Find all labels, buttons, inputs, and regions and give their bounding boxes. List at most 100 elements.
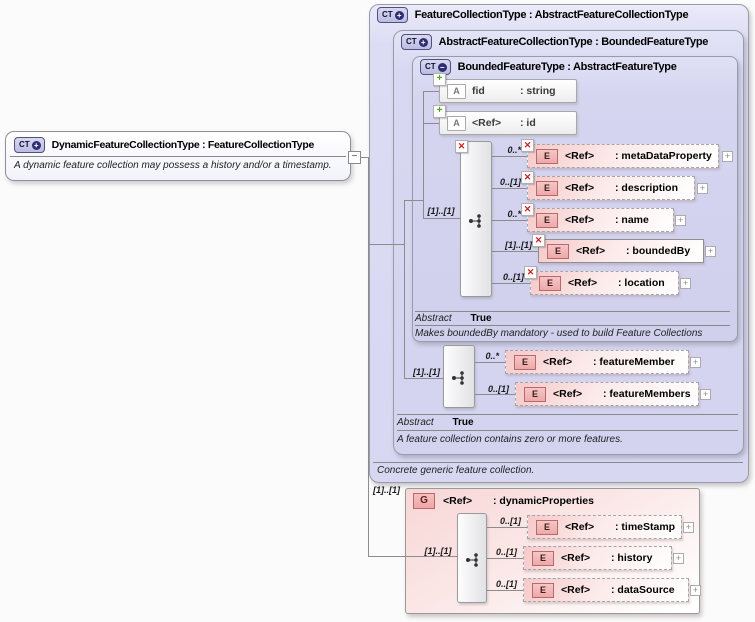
connector-line: [492, 220, 527, 221]
ct-badge-label: CT: [406, 37, 417, 46]
group-header[interactable]: G <Ref> : dynamicProperties: [413, 493, 594, 509]
remove-icon[interactable]: ✕: [532, 234, 545, 247]
element-icon: E: [532, 582, 554, 598]
element-history[interactable]: E <Ref> : history: [523, 546, 672, 570]
dynamic-feature-collection-type-node[interactable]: CT + DynamicFeatureCollectionType : Featu…: [5, 131, 351, 181]
element-datasource[interactable]: E <Ref> : dataSource: [523, 578, 689, 602]
cardinality-label: [1]..[1]: [413, 367, 440, 377]
expand-button[interactable]: +: [700, 389, 711, 400]
cardinality-label: 0..*: [485, 351, 499, 361]
cardinality-label: [1]..[1]: [505, 240, 532, 250]
expand-button[interactable]: +: [705, 246, 716, 257]
remove-icon[interactable]: ✕: [521, 203, 534, 216]
element-featuremember[interactable]: E <Ref> : featureMember: [505, 350, 689, 374]
cardinality-label: [1]..[1]: [373, 485, 400, 495]
element-ref-label: <Ref>: [561, 584, 591, 596]
attribute-ref-id[interactable]: A <Ref> : id: [439, 111, 577, 135]
attribute-fid[interactable]: A fid : string: [439, 79, 577, 103]
element-location[interactable]: E <Ref> : location: [530, 271, 679, 295]
abstract-value: True: [470, 313, 492, 324]
divider: [415, 325, 730, 326]
sequence-compositor[interactable]: [457, 513, 487, 603]
expand-button[interactable]: +: [722, 151, 733, 162]
remove-icon[interactable]: ✕: [455, 140, 468, 153]
connector-line: [492, 188, 527, 189]
element-ref-label: <Ref>: [553, 388, 583, 400]
bounded-feature-type-header: CT − BoundedFeatureType : AbstractFeature…: [420, 59, 677, 75]
expand-button[interactable]: +: [673, 553, 684, 564]
cardinality-label: 0..[1]: [487, 384, 509, 394]
element-metadataproperty[interactable]: E <Ref> : metaDataProperty: [527, 144, 719, 168]
connector-line: [475, 362, 505, 363]
connector-line: [423, 91, 439, 92]
element-icon: E: [536, 212, 558, 228]
expand-button[interactable]: +: [690, 585, 701, 596]
abstract-row: Abstract True: [397, 417, 474, 428]
abstract-label: Abstract: [397, 417, 434, 428]
connector-line: [492, 251, 538, 252]
add-attribute-icon[interactable]: +: [433, 73, 446, 86]
divider: [415, 311, 730, 312]
attribute-name: fid: [472, 85, 485, 97]
element-type-label: : description: [615, 182, 679, 194]
box-annotation: Makes boundedBy mandatory - used to buil…: [415, 328, 703, 339]
abstract-label: Abstract: [415, 313, 452, 324]
connector-line: [368, 244, 405, 245]
connector-line: [487, 558, 523, 559]
node-annotation: A dynamic feature collection may possess…: [14, 160, 332, 171]
sequence-icon: [466, 553, 478, 567]
cardinality-label: [1]..[1]: [424, 546, 452, 556]
element-ref-label: <Ref>: [565, 150, 595, 162]
expand-button[interactable]: +: [675, 215, 686, 226]
element-ref-label: <Ref>: [565, 182, 595, 194]
sequence-compositor[interactable]: [460, 141, 492, 297]
node-title: DynamicFeatureCollectionType : FeatureCo…: [51, 139, 315, 151]
add-attribute-icon[interactable]: +: [433, 105, 446, 118]
derived-plus-icon: +: [31, 140, 41, 150]
group-icon: G: [413, 493, 435, 509]
expand-button[interactable]: +: [697, 183, 708, 194]
element-name[interactable]: E <Ref> : name: [527, 208, 674, 232]
connector-line: [404, 200, 424, 201]
element-type-label: : name: [615, 214, 649, 226]
expand-button[interactable]: +: [680, 278, 691, 289]
element-type-label: : featureMembers: [603, 388, 691, 400]
element-icon: E: [524, 386, 546, 402]
remove-icon[interactable]: ✕: [521, 171, 534, 184]
element-featuremembers[interactable]: E <Ref> : featureMembers: [515, 382, 699, 406]
element-ref-label: <Ref>: [568, 277, 598, 289]
ct-badge-label: CT: [19, 140, 30, 149]
element-icon: E: [539, 275, 561, 291]
connector-line: [492, 283, 530, 284]
attribute-type: : id: [520, 117, 536, 129]
element-type-label: : history: [611, 552, 653, 564]
connector-line: [368, 157, 369, 557]
element-icon: E: [536, 148, 558, 164]
expand-button[interactable]: +: [690, 357, 701, 368]
element-description[interactable]: E <Ref> : description: [527, 176, 695, 200]
element-type-label: : metaDataProperty: [615, 150, 712, 162]
expand-button[interactable]: +: [683, 522, 694, 533]
connector-line: [423, 218, 460, 219]
remove-icon[interactable]: ✕: [521, 139, 534, 152]
connector-line: [475, 394, 515, 395]
sequence-icon: [469, 214, 481, 228]
box-title: AbstractFeatureCollectionType : BoundedF…: [438, 36, 709, 48]
feature-collection-type-header: CT + FeatureCollectionType : AbstractFeat…: [377, 7, 689, 23]
collapse-button[interactable]: −: [348, 151, 361, 164]
element-timestamp[interactable]: E <Ref> : timeStamp: [527, 515, 682, 539]
element-icon: E: [532, 550, 554, 566]
cardinality-label: 0..*: [507, 209, 521, 219]
box-annotation: A feature collection contains zero or mo…: [397, 434, 623, 445]
abstract-feature-collection-type-header: CT + AbstractFeatureCollectionType : Boun…: [401, 34, 708, 50]
derived-plus-icon: +: [394, 10, 404, 20]
cardinality-label: 0..[1]: [502, 272, 524, 282]
choice-compositor[interactable]: [443, 345, 475, 408]
group-type-label: : dynamicProperties: [493, 495, 594, 507]
element-boundedby[interactable]: E <Ref> : boundedBy: [538, 239, 704, 263]
element-type-label: : featureMember: [593, 356, 675, 368]
remove-icon[interactable]: ✕: [524, 266, 537, 279]
node-header: CT + DynamicFeatureCollectionType : Featu…: [6, 132, 350, 156]
complex-type-icon: CT +: [377, 7, 408, 23]
